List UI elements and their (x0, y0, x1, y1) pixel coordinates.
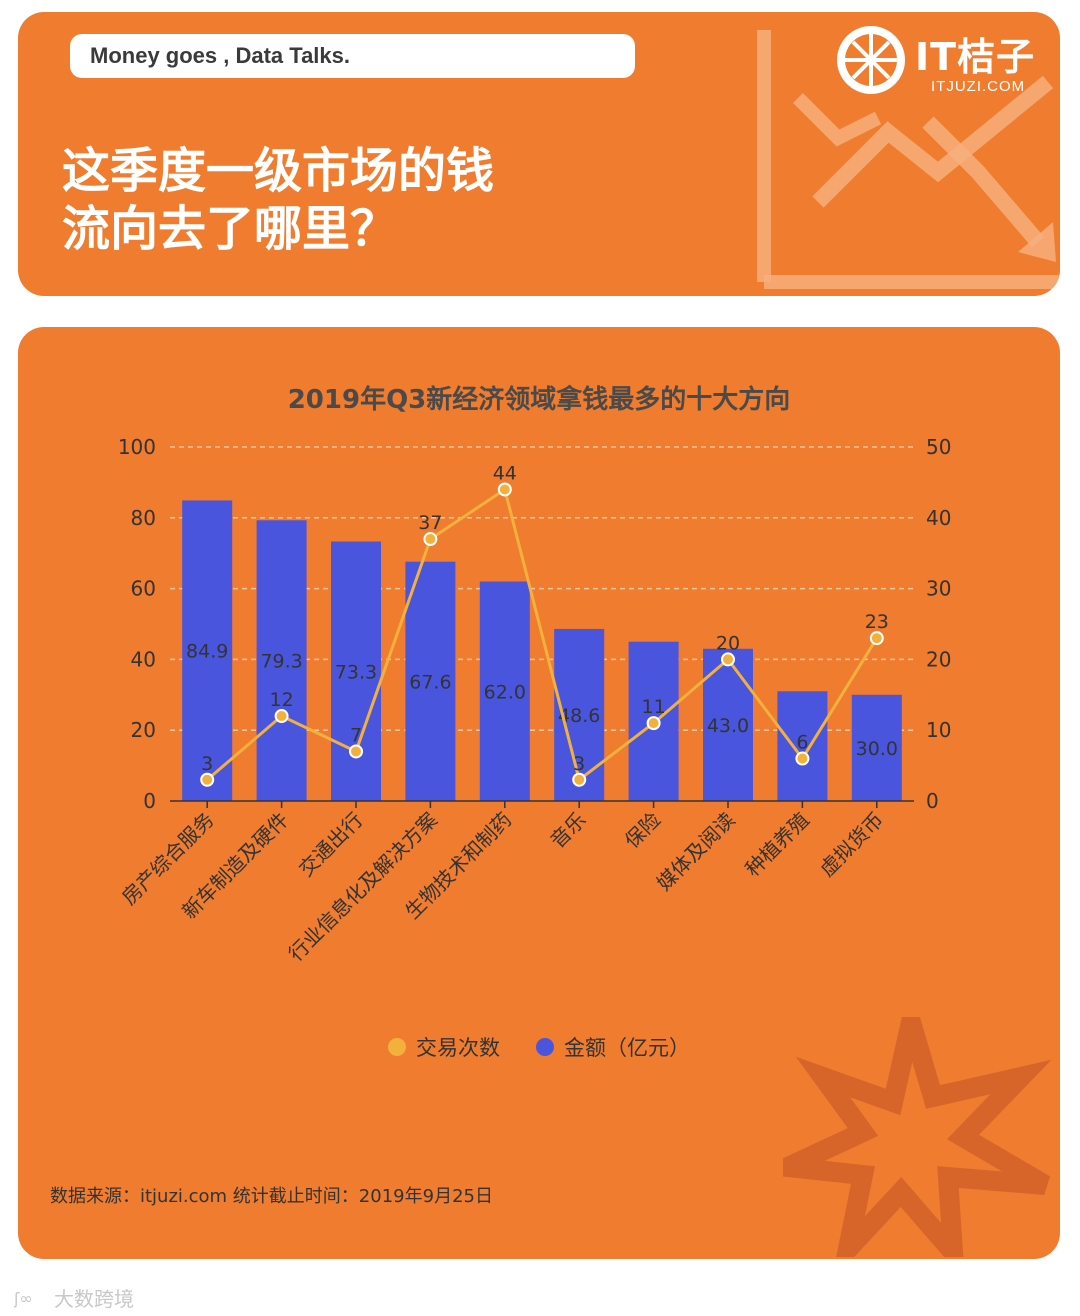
headline-line-2: 流向去了哪里？ (62, 201, 399, 257)
line-point (349, 744, 363, 759)
x-axis-category-label: 虚拟货币 (815, 808, 889, 882)
y2-axis-tick-label: 40 (926, 506, 951, 530)
line-value-label: 23 (865, 611, 889, 633)
line-value-label: 7 (350, 724, 362, 746)
chart-card: 2019年Q3新经济领域拿钱最多的十大方向 0 20 40 60 80 100 0 10 20 3… (18, 327, 1060, 1259)
y-axis-tick-label: 20 (131, 718, 156, 742)
bar (405, 561, 456, 801)
bar-value-label: 62.0 (484, 681, 526, 703)
bar (182, 500, 233, 801)
logo-subtext: ITJUZI.COM (931, 78, 1026, 95)
bar-value-label: 67.6 (409, 671, 451, 693)
legend-line-marker-icon (388, 1038, 406, 1056)
bar-value-label: 79.3 (260, 651, 302, 673)
line-value-label: 3 (201, 753, 213, 775)
watermark-text: 大数跨境 (54, 1287, 134, 1311)
line-point (497, 482, 512, 497)
legend-bar-label: 金额（亿元） (564, 1036, 690, 1060)
line-point (721, 652, 735, 667)
x-axis-category-label: 交通出行 (294, 808, 368, 882)
legend-line-label: 交易次数 (416, 1036, 500, 1060)
bar (479, 581, 530, 801)
chart-title: 2019年Q3新经济领域拿钱最多的十大方向 (287, 385, 791, 415)
x-axis-category-label: 音乐 (545, 808, 590, 853)
bar (851, 694, 902, 801)
x-axis-category-label: 保险 (620, 808, 665, 853)
bar-value-label: 43.0 (707, 715, 749, 737)
bar (777, 691, 828, 801)
y2-axis-tick-label: 20 (926, 647, 951, 671)
header-banner: Money goes , Data Talks. 这季度一级市场的钱 流向去了哪… (18, 12, 1060, 296)
x-axis-category-label: 种植养殖 (740, 808, 814, 882)
y2-axis-tick-label: 50 (926, 435, 951, 459)
legend-item-amount: 金额（亿元） (536, 1032, 690, 1062)
y2-axis-tick-label: 0 (926, 789, 939, 813)
chart-legend: 交易次数 金额（亿元） (18, 1032, 1060, 1062)
line-point (274, 709, 289, 724)
headline-line-1: 这季度一级市场的钱 (62, 143, 495, 199)
y-axis-tick-label: 80 (131, 506, 156, 530)
line-series (206, 487, 879, 783)
trend-arrow-icon (757, 30, 1060, 289)
y-axis-tick-label: 60 (131, 577, 156, 601)
orange-slice-icon (837, 26, 905, 94)
line-point (869, 631, 884, 646)
y2-axis-tick-label: 10 (926, 718, 951, 742)
data-source-note: 数据来源：itjuzi.com 统计截止时间：2019年9月25日 (50, 1186, 493, 1207)
combo-chart: 0 20 40 60 80 100 0 10 20 30 40 50 84.9 79.3 73.3 67.6 6… (117, 435, 952, 966)
x-axis-category-label: 行业信息化及解决方案 (284, 808, 442, 966)
headline: 这季度一级市场的钱 流向去了哪里？ (62, 142, 494, 258)
brand-logo: IT桔子 ITJUZI.COM (833, 20, 1053, 100)
line-value-label: 12 (270, 689, 294, 711)
line-point (646, 716, 661, 731)
line-point (572, 772, 587, 787)
y-axis-tick-label: 0 (143, 789, 156, 813)
starburst-icon (783, 1017, 1052, 1257)
bar-value-label: 48.6 (558, 705, 600, 727)
watermark-logo-icon: ʃ∞ (14, 1289, 33, 1308)
tagline: Money goes , Data Talks. (70, 34, 635, 78)
line-point (795, 751, 810, 766)
legend-bar-marker-icon (536, 1038, 554, 1056)
logo-text: IT桔子 (915, 35, 1036, 79)
bar-value-label: 84.9 (186, 641, 228, 663)
line-value-label: 11 (642, 696, 666, 718)
x-axis-category-label: 媒体及阅读 (652, 808, 740, 896)
line-value-label: 20 (716, 632, 740, 654)
y2-axis-tick-label: 30 (926, 577, 951, 601)
watermark: ʃ∞ 大数跨境 (14, 1283, 134, 1312)
legend-item-count: 交易次数 (388, 1032, 500, 1062)
svg-text:ʃ∞: ʃ∞ (14, 1289, 33, 1308)
line-value-label: 3 (573, 753, 585, 775)
bar (256, 520, 307, 801)
line-point (423, 532, 438, 547)
line-value-label: 44 (493, 462, 517, 484)
y-axis-tick-label: 100 (118, 435, 156, 459)
y-axis-tick-label: 40 (131, 647, 156, 671)
line-value-label: 6 (796, 732, 808, 754)
bar-value-label: 73.3 (335, 661, 377, 683)
line-value-label: 37 (418, 512, 442, 534)
bar-value-label: 30.0 (856, 738, 898, 760)
line-point (200, 772, 215, 787)
